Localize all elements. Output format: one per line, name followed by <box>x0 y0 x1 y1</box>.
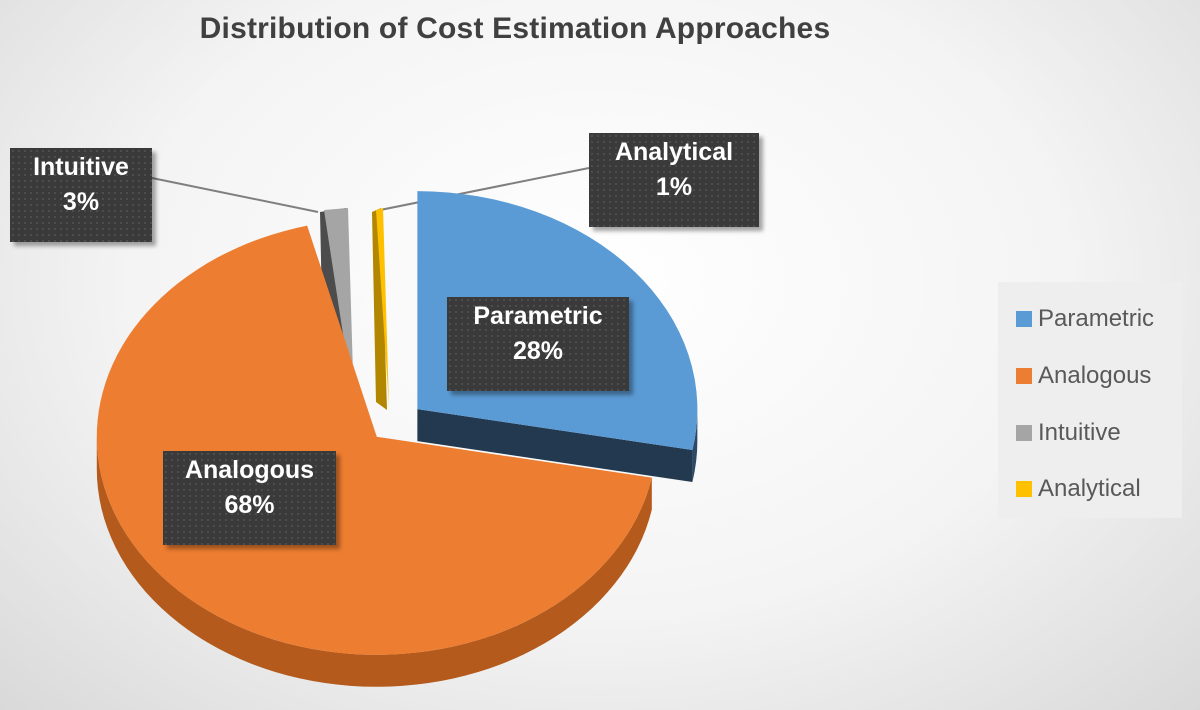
data-label-intuitive-name: Intuitive <box>33 153 129 181</box>
data-label-intuitive-value: 3% <box>62 188 100 216</box>
legend-item-intuitive[interactable]: Intuitive <box>1016 418 1121 448</box>
leader-lines <box>151 167 590 213</box>
pie-slices <box>96 191 698 687</box>
legend-label-parametric: Parametric <box>1038 305 1155 332</box>
data-label-parametric: Parametric 28% <box>447 297 629 391</box>
slice-analogous <box>96 225 652 655</box>
legend-item-analytical[interactable]: Analytical <box>1016 474 1141 504</box>
legend-swatch-parametric <box>1016 311 1032 327</box>
legend-item-analogous[interactable]: Analogous <box>1016 361 1151 391</box>
data-label-analogous-value: 68% <box>224 491 275 519</box>
data-label-parametric-name: Parametric <box>473 302 603 330</box>
data-label-intuitive: Intuitive 3% <box>10 148 152 242</box>
chart-title: Distribution of Cost Estimation Approach… <box>199 12 831 45</box>
slice-analytical <box>376 208 389 406</box>
slice-parametric-side <box>692 409 698 483</box>
legend: Parametric Analogous Intuitive Analytica… <box>998 282 1182 518</box>
data-label-analytical: Analytical 1% <box>589 133 759 227</box>
data-label-analogous: Analogous 68% <box>163 451 336 545</box>
legend-swatch-intuitive <box>1016 425 1032 441</box>
legend-swatch-analytical <box>1016 481 1032 497</box>
legend-label-analytical: Analytical <box>1038 475 1141 502</box>
data-label-analytical-value: 1% <box>655 173 693 201</box>
data-label-analytical-name: Analytical <box>614 138 734 166</box>
legend-item-parametric[interactable]: Parametric <box>1016 304 1154 334</box>
data-label-analogous-name: Analogous <box>184 456 315 484</box>
legend-swatch-analogous <box>1016 368 1032 384</box>
data-label-parametric-value: 28% <box>512 337 564 365</box>
slice-parametric-cut <box>417 409 693 483</box>
legend-label-intuitive: Intuitive <box>1038 419 1121 446</box>
legend-label-analogous: Analogous <box>1038 362 1152 389</box>
leader-line-intuitive <box>151 177 319 213</box>
slice-analytical-side <box>372 208 387 410</box>
leader-line-analytical <box>379 167 590 211</box>
